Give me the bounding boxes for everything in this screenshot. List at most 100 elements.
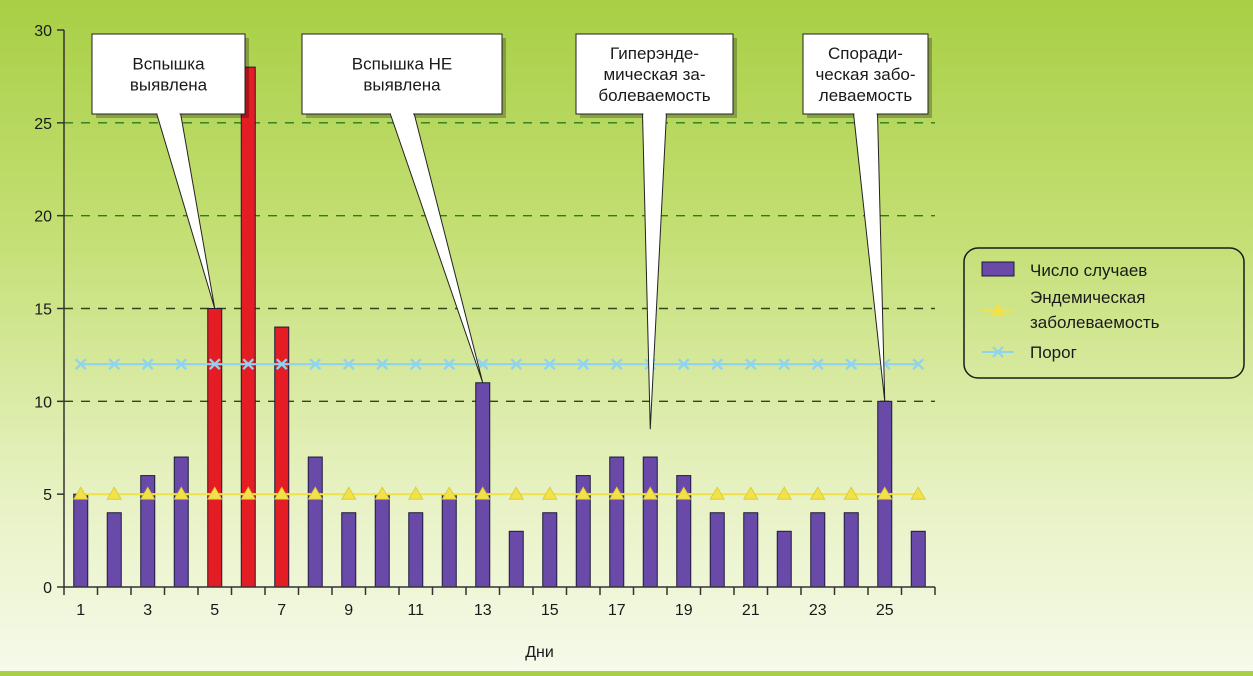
triangle-marker bbox=[341, 486, 357, 500]
legend-frame bbox=[963, 247, 1245, 379]
triangle-marker bbox=[676, 486, 692, 500]
x-marker bbox=[476, 358, 489, 371]
callout: Вспышка выявлена bbox=[91, 33, 249, 309]
triangle-marker bbox=[307, 486, 323, 500]
legend-label: Порог bbox=[1030, 343, 1077, 362]
callout-joint bbox=[391, 112, 413, 115]
callout-text-line: Вспышка bbox=[132, 55, 205, 74]
callout-pointer bbox=[852, 112, 886, 402]
x-marker bbox=[711, 358, 724, 371]
triangle-marker bbox=[73, 486, 89, 500]
triangle-marker bbox=[274, 486, 290, 500]
triangle-marker bbox=[408, 486, 424, 500]
x-tick-label: 19 bbox=[675, 602, 693, 619]
x-marker bbox=[74, 358, 87, 371]
triangle-marker bbox=[743, 486, 759, 500]
bar bbox=[441, 493, 457, 588]
triangle-marker bbox=[609, 486, 625, 500]
bar bbox=[843, 512, 859, 588]
callout-box bbox=[301, 33, 503, 115]
triangle-marker bbox=[508, 486, 524, 500]
callout-box bbox=[802, 33, 929, 115]
legend-label: заболеваемость bbox=[1030, 313, 1160, 332]
x-marker bbox=[409, 358, 422, 371]
legend-label: Эндемическая bbox=[1030, 288, 1145, 307]
triangle-marker bbox=[843, 486, 859, 500]
x-marker bbox=[309, 358, 322, 371]
triangle-marker bbox=[776, 486, 792, 500]
bar bbox=[240, 66, 256, 588]
bar bbox=[609, 456, 625, 588]
y-tick-label: 5 bbox=[43, 487, 52, 504]
triangle-marker bbox=[240, 486, 256, 500]
triangle-marker bbox=[374, 486, 390, 500]
bar bbox=[743, 512, 759, 588]
x-tick-label: 23 bbox=[809, 602, 827, 619]
x-tick-label: 13 bbox=[474, 602, 492, 619]
callout-box bbox=[91, 33, 246, 115]
bar bbox=[341, 512, 357, 588]
x-tick-label: 1 bbox=[76, 602, 85, 619]
x-tick-label: 9 bbox=[344, 602, 353, 619]
legend: Число случаев Эндемическая заболеваемость П… bbox=[963, 247, 1245, 379]
triangle-marker bbox=[810, 486, 826, 500]
callout: Споради-ческая забо-леваемость bbox=[802, 33, 932, 402]
bar bbox=[106, 512, 122, 588]
x-tick-label: 21 bbox=[742, 602, 760, 619]
bar bbox=[374, 493, 390, 588]
bars-group bbox=[73, 66, 926, 588]
callout-text-line: Гиперэнде- bbox=[610, 44, 699, 63]
x-tick-label: 17 bbox=[608, 602, 626, 619]
gridlines bbox=[64, 122, 935, 403]
annotations-group: Вспышка выявлена Вспышка НЕ выявлена Гиперэн… bbox=[91, 33, 932, 430]
x-marker bbox=[275, 358, 288, 371]
x-tick-label: 25 bbox=[876, 602, 894, 619]
x-marker bbox=[610, 358, 623, 371]
bar bbox=[508, 530, 524, 588]
callout-text-line: болеваемость bbox=[598, 86, 710, 105]
callout-text-line: Вспышка НЕ bbox=[352, 55, 453, 74]
triangle-marker bbox=[207, 486, 223, 500]
x-marker bbox=[443, 358, 456, 371]
triangle-marker bbox=[475, 486, 491, 500]
callout-text-line: выявлена bbox=[363, 76, 441, 95]
bar bbox=[810, 512, 826, 588]
y-tick-label: 25 bbox=[34, 116, 52, 133]
x-tick-label: 15 bbox=[541, 602, 559, 619]
callout-joint bbox=[157, 112, 180, 115]
x-marker bbox=[811, 358, 824, 371]
triangle-marker bbox=[877, 486, 893, 500]
callout-text-line: Споради- bbox=[828, 44, 903, 63]
lines-group bbox=[73, 358, 926, 500]
x-marker bbox=[677, 358, 690, 371]
bar bbox=[709, 512, 725, 588]
callout-pointer bbox=[155, 112, 216, 309]
x-marker bbox=[141, 358, 154, 371]
callout-pointer bbox=[641, 112, 668, 430]
legend-label: Число случаев bbox=[1030, 261, 1147, 280]
callout-text-line: ческая забо- bbox=[815, 65, 915, 84]
triangle-marker bbox=[542, 486, 558, 500]
x-marker bbox=[376, 358, 389, 371]
x-marker bbox=[208, 358, 221, 371]
triangle-marker bbox=[575, 486, 591, 500]
y-tick-label: 0 bbox=[43, 580, 52, 597]
x-marker bbox=[912, 358, 925, 371]
bar bbox=[307, 456, 323, 588]
legend-swatch-bar bbox=[981, 261, 1015, 277]
bar bbox=[173, 456, 189, 588]
x-tick-label: 11 bbox=[407, 602, 424, 619]
triangle-marker bbox=[106, 486, 122, 500]
triangle-marker bbox=[910, 486, 926, 500]
x-marker bbox=[242, 358, 255, 371]
x-tick-label: 3 bbox=[143, 602, 152, 619]
x-marker bbox=[845, 358, 858, 371]
bar bbox=[910, 530, 926, 588]
x-marker bbox=[778, 358, 791, 371]
bar bbox=[475, 382, 491, 588]
triangle-marker bbox=[709, 486, 725, 500]
callout: Гиперэнде-мическая за-болеваемость bbox=[575, 33, 737, 430]
